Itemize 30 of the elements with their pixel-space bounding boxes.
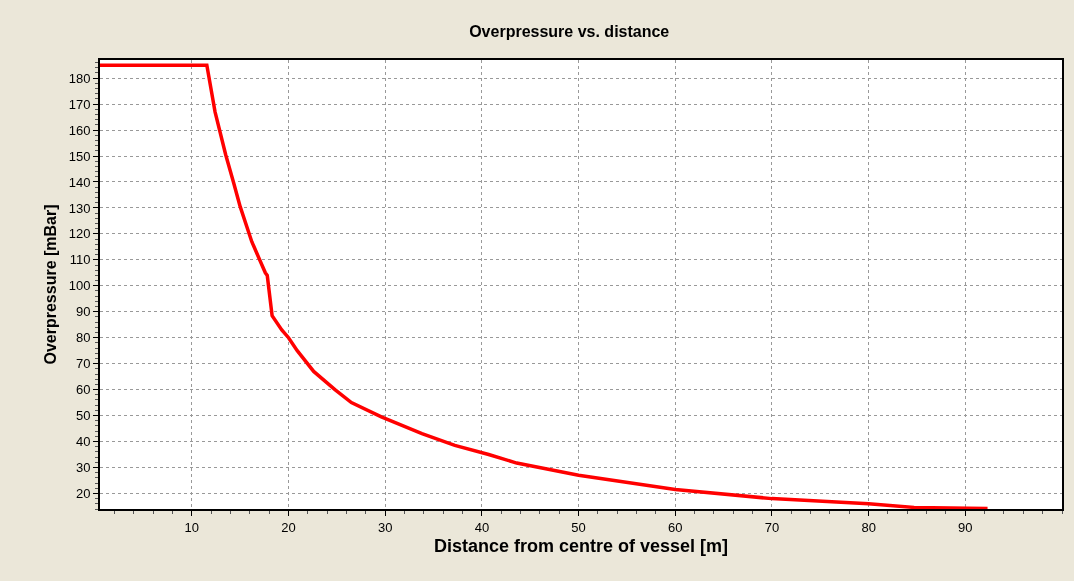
y-tick-label: 110: [69, 252, 91, 268]
x-tick-label: 70: [764, 519, 780, 535]
y-tick-label: 30: [75, 460, 91, 476]
line-series: [100, 63, 990, 509]
y-tick-label: 90: [75, 304, 91, 320]
y-tick-label: 130: [68, 200, 91, 216]
x-tick-label: 80: [861, 519, 876, 535]
y-tick-label: 80: [75, 330, 91, 346]
y-tick-label: 120: [68, 226, 91, 242]
x-tick-label: 30: [377, 519, 393, 535]
y-tick-label: 20: [75, 485, 91, 501]
y-tick-label: 40: [75, 434, 91, 450]
y-tick-label: 160: [68, 122, 91, 138]
chart-title: Overpressure vs. distance: [469, 23, 670, 41]
x-tick-label: 20: [281, 519, 296, 535]
y-tick-label: 180: [68, 70, 91, 86]
y-tick-label: 150: [68, 148, 91, 164]
y-tick-label: 100: [68, 278, 91, 294]
x-tick-label: 10: [184, 519, 200, 535]
x-tick-label: 40: [474, 519, 490, 535]
y-tick-label: 140: [68, 174, 91, 190]
y-tick-label: 70: [75, 356, 91, 372]
y-tick-label: 170: [68, 96, 91, 112]
x-axis-title: Distance from centre of vessel [m]: [433, 536, 729, 557]
y-axis-title: Overpressure [mBar]: [42, 204, 60, 365]
x-tick-label: 60: [668, 519, 683, 535]
x-tick-label: 90: [958, 519, 973, 535]
y-tick-label: 50: [75, 408, 91, 424]
x-tick-label: 50: [571, 519, 586, 535]
y-tick-label: 60: [75, 382, 91, 398]
